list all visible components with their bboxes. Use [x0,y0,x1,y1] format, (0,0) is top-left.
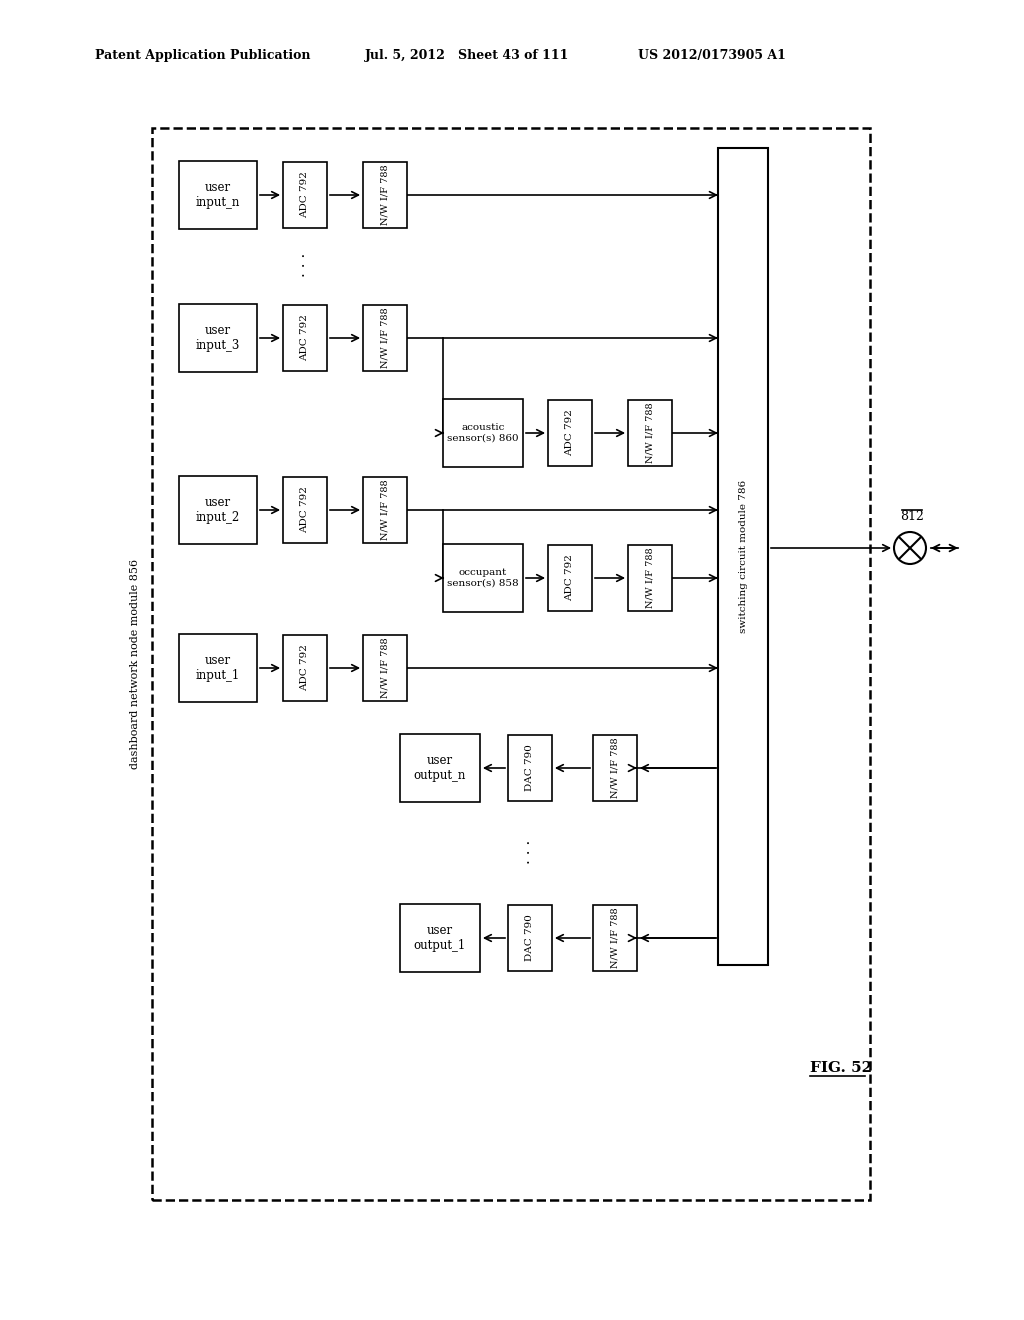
Bar [593,906,637,972]
Text: N/W I/F 788: N/W I/F 788 [381,479,389,540]
Bar [508,906,552,972]
Bar [362,477,407,543]
Bar [628,400,672,466]
Bar [179,161,257,228]
Bar [283,635,327,701]
Text: ADC 792: ADC 792 [565,554,574,602]
Text: switching circuit module 786: switching circuit module 786 [738,480,748,634]
Text: dashboard network node module 856: dashboard network node module 856 [130,558,140,770]
Text: ADC 792: ADC 792 [300,644,309,692]
Text: Patent Application Publication: Patent Application Publication [95,49,310,62]
Text: acoustic
sensor(s) 860: acoustic sensor(s) 860 [447,424,519,442]
Text: user
input_1: user input_1 [196,653,240,682]
Bar [362,635,407,701]
Bar [179,304,257,372]
Text: user
input_n: user input_n [196,181,241,209]
Text: ADC 792: ADC 792 [300,487,309,533]
Bar [400,904,480,972]
Bar [179,634,257,702]
Bar [443,544,523,612]
Text: US 2012/0173905 A1: US 2012/0173905 A1 [638,49,785,62]
Text: N/W I/F 788: N/W I/F 788 [381,308,389,368]
Bar [443,399,523,467]
Text: N/W I/F 788: N/W I/F 788 [610,908,620,969]
Text: DAC 790: DAC 790 [525,915,535,961]
Text: N/W I/F 788: N/W I/F 788 [645,548,654,609]
Bar [508,735,552,801]
Bar [152,128,870,1200]
Text: · · ·: · · · [298,253,312,277]
Text: user
output_1: user output_1 [414,924,466,952]
Text: ADC 792: ADC 792 [300,314,309,362]
Bar [400,734,480,803]
Bar [548,545,592,611]
Bar [362,305,407,371]
Text: user
input_2: user input_2 [196,496,240,524]
Bar [283,305,327,371]
Text: user
input_3: user input_3 [196,323,241,352]
Text: N/W I/F 788: N/W I/F 788 [645,403,654,463]
Text: Jul. 5, 2012   Sheet 43 of 111: Jul. 5, 2012 Sheet 43 of 111 [365,49,569,62]
Bar [718,148,768,965]
Text: user
output_n: user output_n [414,754,466,781]
Bar [283,477,327,543]
Bar [628,545,672,611]
Text: N/W I/F 788: N/W I/F 788 [381,165,389,226]
Circle shape [894,532,926,564]
Bar [362,162,407,228]
Text: N/W I/F 788: N/W I/F 788 [381,638,389,698]
Text: FIG. 52: FIG. 52 [810,1061,872,1074]
Bar [179,477,257,544]
Text: N/W I/F 788: N/W I/F 788 [610,738,620,799]
Bar [593,735,637,801]
Text: ADC 792: ADC 792 [565,409,574,457]
Text: ADC 792: ADC 792 [300,172,309,218]
Text: · · ·: · · · [523,840,537,865]
Bar [548,400,592,466]
Text: occupant
sensor(s) 858: occupant sensor(s) 858 [447,569,519,587]
Bar [283,162,327,228]
Text: DAC 790: DAC 790 [525,744,535,792]
Text: 812: 812 [900,511,924,524]
